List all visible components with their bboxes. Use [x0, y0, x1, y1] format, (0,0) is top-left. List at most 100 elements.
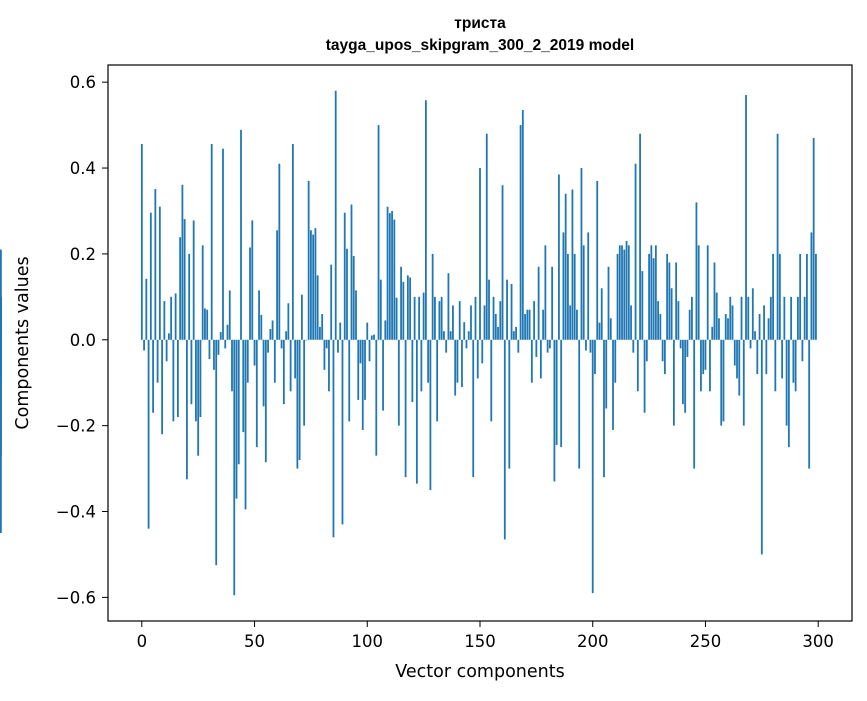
- bar: [806, 253, 808, 340]
- bar: [537, 266, 540, 340]
- bar: [812, 137, 815, 340]
- bar: [443, 331, 445, 340]
- bar: [526, 309, 529, 340]
- bar: [231, 339, 233, 392]
- bar: [366, 322, 369, 340]
- x-tick-label: 0: [137, 632, 148, 651]
- bar: [609, 318, 612, 340]
- bar: [562, 232, 565, 340]
- bar: [240, 129, 242, 340]
- bar: [724, 314, 727, 340]
- bar: [271, 320, 274, 340]
- bar: [605, 339, 608, 409]
- bar: [700, 339, 702, 392]
- x-tick-label: 50: [244, 632, 265, 651]
- bar: [312, 234, 315, 340]
- bar: [154, 189, 157, 340]
- bar: [510, 283, 513, 340]
- bar: [614, 339, 617, 383]
- bar: [747, 296, 750, 340]
- bar: [742, 339, 745, 426]
- bar: [596, 180, 599, 340]
- bar: [458, 301, 461, 340]
- bar: [330, 264, 333, 340]
- bar: [149, 212, 152, 340]
- bar: [186, 339, 188, 480]
- y-tick-label: 0.6: [70, 73, 96, 92]
- bar: [796, 296, 799, 340]
- bar: [776, 133, 779, 340]
- bar: [765, 339, 768, 375]
- bar: [729, 296, 732, 340]
- bar: [0, 249, 2, 340]
- bar: [445, 339, 448, 353]
- bar: [580, 168, 583, 340]
- x-tick-label: 200: [577, 632, 609, 651]
- y-tick-label: −0.2: [56, 417, 96, 436]
- bar: [210, 144, 213, 340]
- bar: [278, 163, 281, 340]
- bar: [276, 230, 278, 340]
- bar: [470, 305, 472, 340]
- chart-title-line2: tayga_upos_skipgram_300_2_2019 model: [326, 37, 634, 54]
- bar: [341, 339, 344, 525]
- bar: [535, 339, 538, 357]
- bar: [598, 322, 601, 340]
- bar: [255, 339, 258, 448]
- bar: [688, 309, 691, 340]
- bar: [461, 339, 463, 388]
- bar: [161, 339, 164, 435]
- bar: [767, 318, 770, 340]
- bar: [783, 296, 786, 340]
- bar: [709, 339, 711, 392]
- bar: [170, 296, 173, 340]
- bar: [262, 339, 265, 407]
- bar: [772, 253, 774, 340]
- bar: [718, 318, 720, 340]
- bar: [213, 339, 215, 370]
- bar: [659, 314, 662, 340]
- bar: [521, 110, 524, 340]
- bar: [763, 305, 765, 340]
- bar: [343, 212, 346, 340]
- bar: [727, 318, 729, 340]
- bar: [192, 220, 195, 340]
- bar: [787, 339, 790, 448]
- bar: [774, 339, 777, 392]
- bar: [677, 301, 680, 340]
- bar: [623, 249, 626, 340]
- bar: [682, 339, 684, 405]
- bar: [488, 279, 490, 340]
- bar: [666, 253, 669, 340]
- bar: [792, 339, 795, 383]
- bar: [0, 339, 2, 456]
- bar: [569, 305, 572, 340]
- bar: [300, 294, 303, 340]
- bar: [402, 281, 405, 340]
- bar: [334, 90, 337, 340]
- bar: [140, 144, 143, 340]
- bar: [591, 339, 594, 594]
- bar: [634, 163, 637, 340]
- bar: [691, 296, 693, 340]
- bar: [551, 266, 554, 340]
- bar: [143, 339, 145, 351]
- bar: [404, 339, 407, 478]
- bar: [492, 296, 495, 340]
- bar: [756, 339, 759, 375]
- bar: [485, 133, 488, 340]
- bar: [533, 301, 536, 340]
- bar: [224, 339, 227, 349]
- bar: [339, 322, 342, 340]
- bar: [456, 339, 459, 383]
- bar: [736, 339, 738, 379]
- bar: [571, 189, 574, 340]
- bar: [158, 206, 161, 340]
- bar: [375, 339, 378, 456]
- bar: [740, 296, 743, 340]
- bar: [465, 339, 468, 349]
- bar: [273, 339, 276, 383]
- bar: [501, 185, 504, 340]
